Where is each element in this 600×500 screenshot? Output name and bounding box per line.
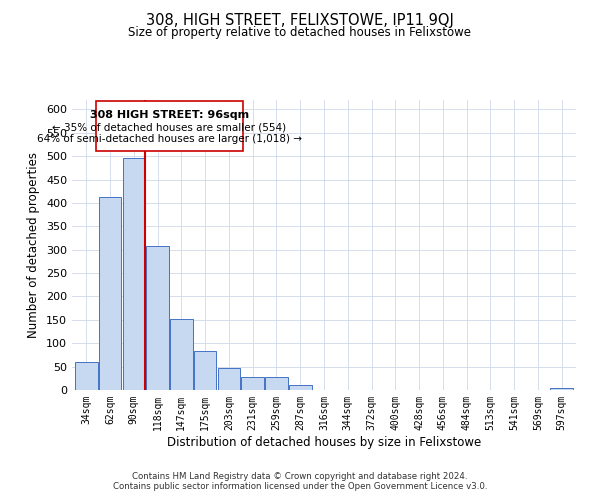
Text: 64% of semi-detached houses are larger (1,018) →: 64% of semi-detached houses are larger (… [37, 134, 302, 144]
Bar [241, 378, 264, 390]
Bar [218, 368, 240, 390]
Text: Contains HM Land Registry data © Crown copyright and database right 2024.: Contains HM Land Registry data © Crown c… [132, 472, 468, 481]
Text: ← 35% of detached houses are smaller (554): ← 35% of detached houses are smaller (55… [52, 123, 287, 133]
Bar [550, 388, 573, 390]
Text: 308 HIGH STREET: 96sqm: 308 HIGH STREET: 96sqm [90, 110, 249, 120]
Bar [170, 319, 193, 390]
Text: Distribution of detached houses by size in Felixstowe: Distribution of detached houses by size … [167, 436, 481, 449]
Bar [194, 351, 217, 390]
Bar [99, 197, 121, 390]
Text: Size of property relative to detached houses in Felixstowe: Size of property relative to detached ho… [128, 26, 472, 39]
Text: 308, HIGH STREET, FELIXSTOWE, IP11 9QJ: 308, HIGH STREET, FELIXSTOWE, IP11 9QJ [146, 12, 454, 28]
Bar [122, 158, 145, 390]
Bar [146, 246, 169, 390]
Bar [289, 386, 311, 390]
Text: Contains public sector information licensed under the Open Government Licence v3: Contains public sector information licen… [113, 482, 487, 491]
Bar [265, 378, 288, 390]
Bar [75, 362, 98, 390]
Y-axis label: Number of detached properties: Number of detached properties [28, 152, 40, 338]
